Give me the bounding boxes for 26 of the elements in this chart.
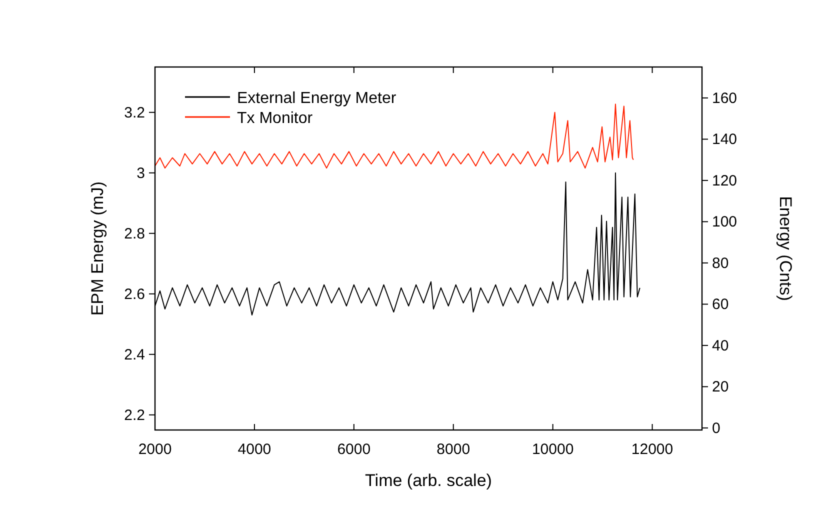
y-tick-label: 3.2 (124, 104, 145, 122)
y2-tick-label: 160 (712, 90, 738, 107)
y-axis-title: EPM Energy (mJ) (88, 181, 107, 316)
y2-tick-label: 140 (712, 131, 738, 148)
legend-label: Tx Monitor (237, 110, 314, 127)
legend-label: External Energy Meter (237, 90, 397, 107)
y2-tick-label: 0 (712, 420, 720, 437)
y-tick-label: 2.2 (124, 406, 145, 424)
y-tick-label: 2.6 (124, 286, 145, 303)
x-tick-label: 10000 (532, 441, 574, 458)
x-tick-label: 6000 (337, 441, 371, 458)
y-tick-label: 3 (136, 164, 145, 182)
x-tick-label: 2000 (138, 441, 172, 458)
y2-tick-label: 60 (712, 296, 729, 314)
y2-tick-label: 40 (712, 337, 729, 354)
y2-axis-title: Energy (Cnts) (776, 196, 795, 301)
y2-tick-label: 20 (712, 378, 729, 396)
x-axis-title: Time (arb. scale) (365, 471, 492, 490)
x-tick-label: 4000 (238, 441, 272, 458)
y-tick-label: 2.4 (124, 346, 145, 364)
y-tick-label: 2.8 (124, 225, 145, 242)
y2-tick-label: 80 (712, 254, 729, 272)
y2-tick-label: 100 (712, 214, 738, 231)
y2-tick-label: 120 (712, 172, 738, 190)
x-tick-label: 12000 (631, 441, 674, 458)
x-tick-label: 8000 (436, 441, 470, 458)
